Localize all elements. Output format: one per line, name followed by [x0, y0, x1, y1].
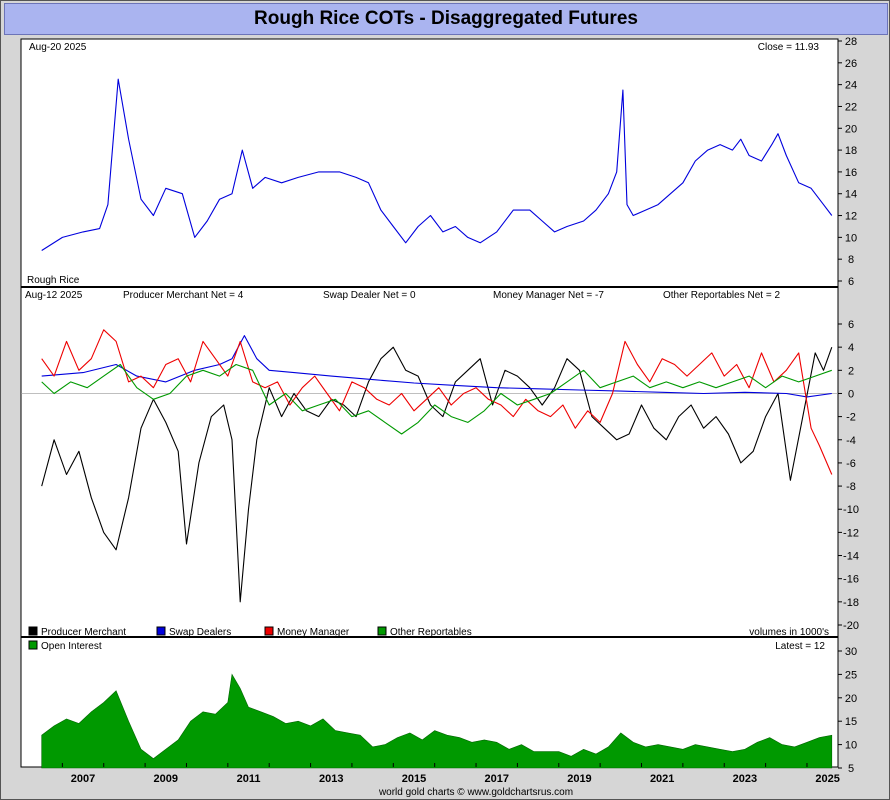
- oi-latest-label: Latest = 12: [775, 641, 825, 652]
- y-tick-label: -14: [843, 551, 859, 563]
- legend-swatch-other: [377, 626, 387, 636]
- y-tick-label: 20: [845, 123, 857, 135]
- y-tick-label: -12: [843, 527, 859, 539]
- legend-swatch-swap: [156, 626, 166, 636]
- legend-swatch-oi: [28, 640, 38, 650]
- title-bar: Rough Rice COTs - Disaggregated Futures: [4, 3, 888, 35]
- price-layer: [41, 78, 833, 251]
- y-tick-label: 8: [848, 254, 854, 266]
- other-net-label: Other Reportables Net = 2: [663, 290, 780, 301]
- series-line-producer-merchant: [41, 346, 833, 603]
- swap-net-label: Swap Dealer Net = 0: [323, 290, 416, 301]
- y-tick-label: 28: [845, 37, 857, 48]
- y-tick-label: -18: [843, 597, 859, 609]
- x-tick-label: 2023: [733, 773, 757, 785]
- cot-date-label: Aug-12 2025: [25, 290, 83, 301]
- y-axis-layer: 68101214161820222426286420-2-4-6-8-10-12…: [838, 37, 859, 775]
- y-tick-label: 16: [845, 167, 857, 179]
- footer-credit: world gold charts © www.goldchartsrus.co…: [378, 787, 573, 798]
- money-manager-net-label: Money Manager Net = -7: [493, 290, 604, 301]
- x-tick-label: 2011: [237, 773, 261, 785]
- y-tick-label: -10: [843, 504, 859, 516]
- series-line-money-manager: [41, 329, 833, 475]
- y-tick-label: 10: [845, 232, 857, 244]
- x-tick-label: 2015: [402, 773, 426, 785]
- y-tick-label: -20: [843, 620, 859, 632]
- y-tick-label: 0: [848, 388, 854, 400]
- producer-net-label: Producer Merchant Net = 4: [123, 290, 244, 301]
- y-tick-label: 20: [845, 693, 857, 705]
- y-tick-label: 4: [848, 342, 854, 354]
- series-line-rough-rice: [41, 78, 833, 251]
- x-tick-label: 2025: [815, 773, 839, 785]
- cot-panel: [20, 286, 839, 638]
- y-tick-label: -2: [846, 412, 856, 424]
- oi-area: [41, 673, 833, 769]
- x-tick-label: 2009: [154, 773, 178, 785]
- x-axis-layer: 2007 2009 2011 2013 2015 2017 2019 2021 2023 2025: [61, 763, 840, 785]
- y-tick-label: 10: [845, 740, 857, 752]
- y-tick-label: 12: [845, 211, 857, 223]
- cot-layer: [21, 329, 838, 603]
- y-tick-label: -6: [846, 458, 856, 470]
- cot-legend: Producer Merchant Swap Dealers Money Man…: [28, 626, 829, 638]
- y-tick-label: 14: [845, 189, 857, 201]
- oi-label: Open Interest: [41, 641, 102, 652]
- legend-other: Other Reportables: [390, 627, 472, 638]
- y-tick-label: -16: [843, 574, 859, 586]
- price-close-label: Close = 11.93: [758, 42, 820, 53]
- y-tick-label: 2: [848, 365, 854, 377]
- price-date-label: Aug-20 2025: [29, 42, 87, 53]
- legend-producer: Producer Merchant: [41, 627, 126, 638]
- legend-swatch-money: [264, 626, 274, 636]
- volumes-label: volumes in 1000's: [749, 627, 829, 638]
- x-tick-label: 2017: [484, 773, 508, 785]
- y-tick-label: 24: [845, 80, 857, 92]
- x-tick-label: 2007: [71, 773, 95, 785]
- series-line-other-reportables: [41, 363, 832, 435]
- price-series-label: Rough Rice: [27, 275, 80, 286]
- y-tick-label: 6: [848, 319, 854, 331]
- y-tick-label: 6: [848, 276, 854, 288]
- chart-svg: 68101214161820222426286420-2-4-6-8-10-12…: [20, 37, 859, 798]
- y-tick-label: -8: [846, 481, 856, 493]
- y-tick-label: 30: [845, 646, 857, 658]
- y-tick-label: 15: [845, 716, 857, 728]
- x-tick-label: 2013: [319, 773, 343, 785]
- chart-title: Rough Rice COTs - Disaggregated Futures: [254, 8, 638, 29]
- y-tick-label: 18: [845, 145, 857, 157]
- y-tick-label: -4: [846, 435, 856, 447]
- legend-swap: Swap Dealers: [169, 627, 231, 638]
- y-tick-label: 22: [845, 101, 857, 113]
- series-line-swap-dealers: [41, 335, 832, 398]
- y-tick-label: 5: [848, 763, 854, 775]
- x-tick-label: 2021: [650, 773, 674, 785]
- legend-money: Money Manager: [277, 627, 350, 638]
- oi-layer: [41, 673, 833, 769]
- x-tick-label: 2019: [567, 773, 591, 785]
- legend-swatch-producer: [28, 626, 38, 636]
- y-tick-label: 26: [845, 58, 857, 70]
- price-panel: [20, 38, 839, 288]
- y-tick-label: 25: [845, 669, 857, 681]
